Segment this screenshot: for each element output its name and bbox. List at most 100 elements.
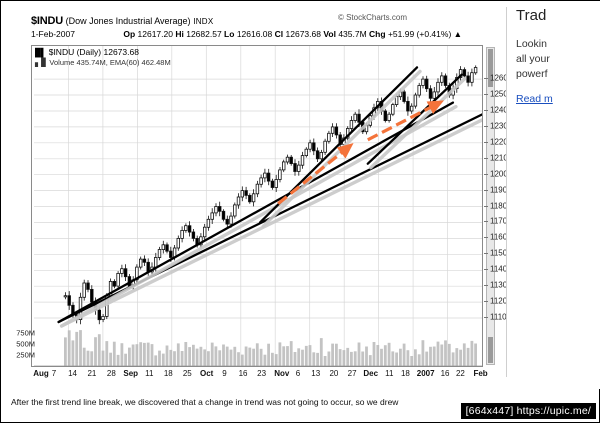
x-tick-label-Nov: Nov: [274, 369, 290, 378]
figure-caption: After the first trend line break, we dis…: [11, 397, 399, 407]
legend-volume-line: Volume 435.74M, EMA(60) 462.48M: [49, 58, 171, 67]
y-tick-mark: [484, 173, 488, 175]
x-tick-label-Oct: Oct: [200, 369, 214, 378]
y-tick-label-12600: 12600: [490, 73, 513, 83]
y-tick-mark: [484, 157, 488, 159]
y-tick-mark: [484, 237, 488, 239]
x-tick-label-16: 16: [238, 369, 248, 378]
stockcharts-chart: $INDU (Dow Jones Industrial Average) IND…: [16, 7, 512, 387]
y-tick-label-11800: 11800: [490, 201, 512, 211]
x-tick-label-25: 25: [182, 369, 192, 378]
chart-canvas: [34, 46, 482, 366]
y-tick-label-11900: 11900: [490, 185, 512, 195]
y-tick-mark: [484, 189, 488, 191]
stockcharts-copyright: © StockCharts.com: [337, 13, 407, 22]
y-tick-mark: [484, 109, 488, 111]
candle-icon: █▌: [35, 48, 47, 57]
legend-price-line: $INDU (Daily) 12673.68: [48, 47, 139, 57]
sidebar-para-line-3: powerf: [516, 68, 548, 80]
x-tick-label-27: 27: [347, 369, 357, 378]
y-tick-label-11600: 11600: [490, 232, 512, 242]
high-label: Hi: [175, 29, 184, 39]
volume-tick-label-250M: 250M: [16, 350, 35, 360]
sidebar-para-line-2: all your: [516, 53, 550, 65]
x-tick-label-Aug: Aug: [33, 369, 49, 378]
plot-area-wrapper: █▌ $INDU (Daily) 12673.68 ▖▊ Volume 435.…: [16, 45, 512, 367]
scrollbar-thumb-bottom[interactable]: [488, 337, 493, 363]
price-plot: █▌ $INDU (Daily) 12673.68 ▖▊ Volume 435.…: [31, 45, 483, 367]
x-axis: Aug 7 14 21 28 Sep 11 18 25 Oct 9 16 23 Nov 6 13 20 27 Dec…: [31, 367, 487, 383]
y-tick-label-11100: 11100: [490, 312, 512, 322]
y-tick-label-12500: 12500: [490, 89, 513, 99]
y-tick-mark: [484, 205, 488, 207]
open-label: Op: [123, 29, 136, 39]
y-tick-label-11300: 11300: [490, 280, 512, 290]
volume-label: Vol: [323, 29, 336, 39]
y-tick-mark: [484, 301, 488, 303]
chart-index-name: (Dow Jones Industrial Average): [65, 16, 191, 26]
x-tick-label-7: 7: [51, 369, 57, 378]
x-tick-label-23: 23: [257, 369, 267, 378]
x-tick-label-22: 22: [455, 369, 465, 378]
y-tick-mark: [484, 221, 488, 223]
plot-legend: █▌ $INDU (Daily) 12673.68 ▖▊ Volume 435.…: [35, 47, 171, 68]
y-tick-label-12300: 12300: [490, 121, 513, 131]
change-up-arrow-icon: ▲: [453, 29, 463, 39]
y-axis: 12600 12500 12400 12300 12200 12100 12000 11900…: [484, 45, 530, 367]
scrollbar-thumb-top[interactable]: [488, 49, 493, 87]
x-tick-label-Dec: Dec: [363, 369, 379, 378]
volume-tick-label-750M: 750M: [16, 328, 35, 338]
y-tick-mark: [484, 94, 488, 96]
sidebar-heading: Trad: [516, 7, 547, 24]
x-tick-label-18: 18: [163, 369, 173, 378]
volume-tick-label-500M: 500M: [16, 339, 35, 349]
x-tick-label-16: 16: [440, 369, 450, 378]
read-more-link[interactable]: Read m: [516, 93, 553, 105]
sidebar-divider: [506, 7, 507, 377]
volume-value: 435.7M: [338, 29, 367, 39]
sidebar-paragraph: Lookin all your powerf: [516, 37, 600, 82]
y-tick-mark: [484, 269, 488, 271]
y-tick-mark: [484, 317, 488, 319]
x-tick-label-2007: 2007: [416, 369, 435, 378]
right-sidebar-panel: Trad Lookin all your powerf Read m: [506, 1, 600, 389]
close-value: 12673.68: [285, 29, 321, 39]
change-label: Chg: [369, 29, 386, 39]
x-tick-label-Feb: Feb: [473, 369, 488, 378]
volume-icon: ▖▊: [35, 58, 48, 67]
low-label: Lo: [224, 29, 235, 39]
y-tick-mark: [484, 141, 488, 143]
y-tick-mark: [484, 78, 488, 80]
quote-date: 1-Feb-2007: [31, 29, 75, 39]
low-value: 12616.08: [236, 29, 273, 39]
y-tick-label-12200: 12200: [490, 137, 513, 147]
high-value: 12682.57: [186, 29, 222, 39]
x-tick-label-11: 11: [385, 369, 394, 378]
y-tick-mark: [484, 285, 488, 287]
x-tick-label-9: 9: [222, 369, 227, 378]
open-value: 12617.20: [137, 29, 173, 39]
x-tick-label-21: 21: [87, 369, 97, 378]
chart-title: $INDU (Dow Jones Industrial Average) IND…: [31, 15, 214, 27]
y-tick-mark: [484, 125, 488, 127]
chart-symbol: $INDU: [31, 15, 64, 27]
x-tick-label-6: 6: [295, 369, 301, 378]
change-value: +51.99 (+0.41%): [387, 29, 452, 39]
x-tick-label-13: 13: [311, 369, 321, 378]
quote-line: 1-Feb-2007 Op 12617.20 Hi 12682.57 Lo 12…: [31, 29, 462, 39]
x-tick-label-20: 20: [329, 369, 339, 378]
sidebar-para-line-1: Lookin: [516, 38, 547, 50]
y-tick-label-12000: 12000: [490, 169, 513, 179]
close-label: Cl: [274, 29, 284, 39]
y-tick-label-12400: 12400: [490, 105, 513, 115]
x-tick-label-18: 18: [400, 369, 410, 378]
x-tick-label-28: 28: [106, 369, 116, 378]
y-tick-mark: [484, 253, 488, 255]
y-tick-label-11400: 11400: [490, 264, 512, 274]
x-tick-label-14: 14: [68, 369, 77, 378]
x-tick-label-Sep: Sep: [123, 369, 139, 378]
y-tick-label-11700: 11700: [490, 216, 512, 226]
chart-header: $INDU (Dow Jones Industrial Average) IND…: [23, 7, 462, 47]
y-tick-label-11500: 11500: [490, 248, 512, 258]
